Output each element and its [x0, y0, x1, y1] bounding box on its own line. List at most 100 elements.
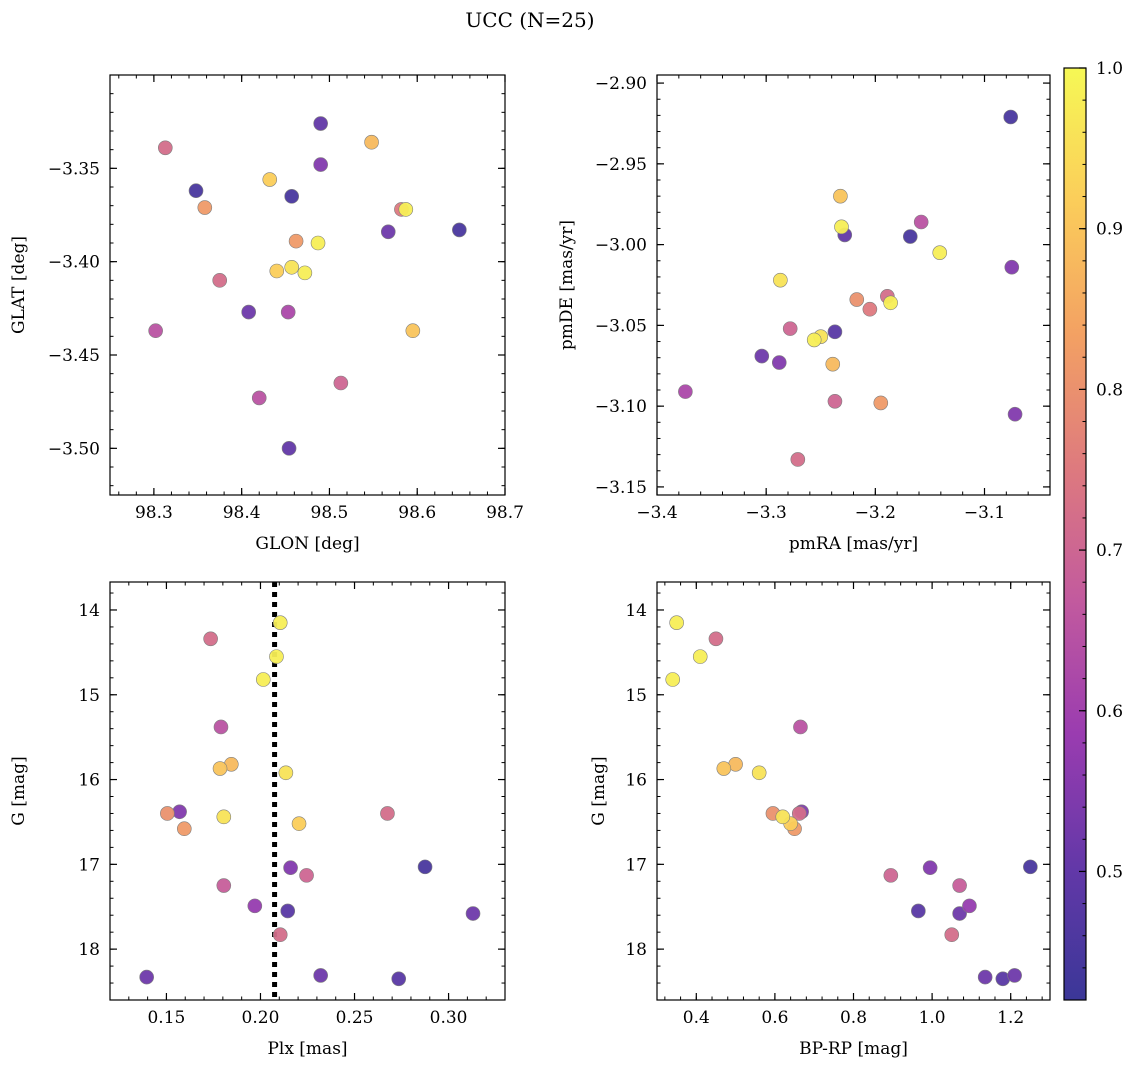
- scatter-point: [139, 969, 154, 985]
- scatter-point: [197, 200, 213, 215]
- y-tick-label: −2.95: [595, 155, 647, 175]
- scatter-point: [313, 157, 328, 172]
- x-tick-label: 0.4: [683, 1008, 710, 1028]
- scatter-point: [280, 903, 296, 919]
- scatter-point: [148, 323, 163, 339]
- colorbar-tick-label: 0.6: [1096, 702, 1123, 722]
- panel-1: 98.3 98.4 98.5 98.6 98.7 −3.50 −3.45 −3.40 −3.35…: [9, 74, 524, 554]
- x-tick-label: 98.4: [223, 503, 261, 523]
- scatter-point: [669, 615, 684, 630]
- y-tick-label: −3.15: [595, 478, 647, 498]
- scatter-point: [281, 441, 297, 456]
- colorbar-tick-label: 0.9: [1096, 220, 1123, 240]
- y-axis-label: G [mag]: [589, 756, 609, 825]
- scatter-point: [284, 189, 300, 204]
- y-tick-label: −3.45: [48, 346, 100, 366]
- scatter-point: [176, 821, 192, 837]
- y-tick-label: −3.35: [48, 159, 100, 179]
- scatter-point: [212, 273, 228, 288]
- x-tick-label: 98.7: [486, 503, 524, 523]
- scatter-point: [364, 134, 379, 150]
- plot-frame: [109, 74, 506, 496]
- x-tick-label: 1.0: [919, 1008, 946, 1028]
- x-tick-label: 1.2: [997, 1008, 1024, 1028]
- scatter-point: [241, 304, 256, 320]
- y-tick-label: 16: [78, 771, 100, 791]
- plot-frame: [656, 74, 1051, 496]
- scatter-point: [188, 183, 204, 199]
- scatter-point: [272, 615, 288, 630]
- x-axis-label: BP-RP [mag]: [799, 1039, 908, 1059]
- scatter-point: [793, 719, 808, 735]
- scatter-point: [158, 140, 173, 156]
- scatter-point: [977, 969, 993, 985]
- y-axis-label: GLAT [deg]: [9, 236, 29, 334]
- y-axis-label: G [mag]: [9, 756, 29, 825]
- scatter-point: [883, 295, 898, 311]
- scatter-point: [849, 292, 865, 307]
- x-tick-label: 98.3: [135, 503, 173, 523]
- y-tick-label: 14: [625, 601, 647, 621]
- x-tick-label: 0.25: [336, 1008, 374, 1028]
- y-tick-label: −3.50: [48, 439, 100, 459]
- y-tick-label: −3.10: [595, 397, 647, 417]
- scatter-point: [299, 868, 314, 883]
- scatter-point: [883, 868, 899, 883]
- panel-4: 0.4 0.6 0.8 1.0 1.2 14 15 16 17 18 BP-RP [mag] G [m…: [589, 581, 1051, 1059]
- scatter-point: [692, 649, 708, 664]
- scatter-point: [398, 202, 414, 217]
- scatter-point: [1007, 406, 1023, 422]
- scatter-point: [962, 898, 977, 914]
- scatter-point: [1023, 859, 1038, 875]
- scatter-point: [806, 332, 822, 348]
- scatter-point: [913, 214, 929, 230]
- scatter-point: [771, 355, 787, 370]
- scatter-point: [833, 188, 848, 204]
- scatter-point: [216, 878, 232, 893]
- scatter-point: [269, 649, 284, 664]
- y-axis-label: pmDE [mas/yr]: [557, 220, 577, 350]
- scatter-point: [417, 859, 433, 875]
- scatter-point: [773, 272, 788, 288]
- scatter-point: [873, 395, 889, 411]
- y-tick-label: 16: [625, 771, 647, 791]
- x-tick-label: −3.3: [746, 503, 787, 523]
- y-tick-label: 15: [78, 686, 100, 706]
- scatter-point: [212, 761, 228, 776]
- scatter-point: [405, 323, 421, 339]
- scatter-point: [834, 219, 849, 235]
- scatter-point: [791, 806, 807, 821]
- scatter-point: [452, 222, 467, 238]
- scatter-point: [827, 324, 843, 340]
- y-tick-label: 17: [625, 855, 647, 875]
- scatter-point: [465, 906, 481, 921]
- scatter-point: [708, 631, 724, 647]
- scatter-point: [825, 356, 841, 372]
- panel-2: −3.4 −3.3 −3.2 −3.1 −3.15 −3.10 −3.05 −3.00 −2.9…: [557, 74, 1051, 554]
- scatter-point: [678, 384, 693, 399]
- scatter-point: [665, 672, 681, 687]
- scatter-point: [932, 245, 948, 260]
- scatter-point: [284, 259, 300, 275]
- scatter-point: [1003, 109, 1019, 125]
- scatter-point: [288, 233, 304, 249]
- scatter-point: [262, 172, 278, 187]
- x-tick-label: −3.1: [964, 503, 1005, 523]
- scatter-point: [922, 860, 938, 876]
- scatter-point: [291, 816, 307, 831]
- colorbar-tick-label: 0.8: [1096, 380, 1123, 400]
- scatter-point: [283, 860, 298, 876]
- scatter-point: [313, 968, 328, 983]
- panel-3: 0.15 0.20 0.25 0.30 14 15 16 17 18 Plx [mas] G [ma…: [9, 581, 506, 1059]
- y-tick-label: 18: [625, 940, 647, 960]
- scatter-point: [216, 809, 232, 825]
- scatter-point: [782, 321, 798, 336]
- plot-frame: [109, 581, 506, 1001]
- scatter-point: [827, 394, 843, 409]
- y-tick-label: −3.05: [595, 316, 647, 336]
- x-axis-label: pmRA [mas/yr]: [789, 534, 918, 554]
- scatter-point: [251, 390, 267, 406]
- scatter-point: [1004, 259, 1020, 275]
- y-tick-label: −2.90: [595, 74, 647, 94]
